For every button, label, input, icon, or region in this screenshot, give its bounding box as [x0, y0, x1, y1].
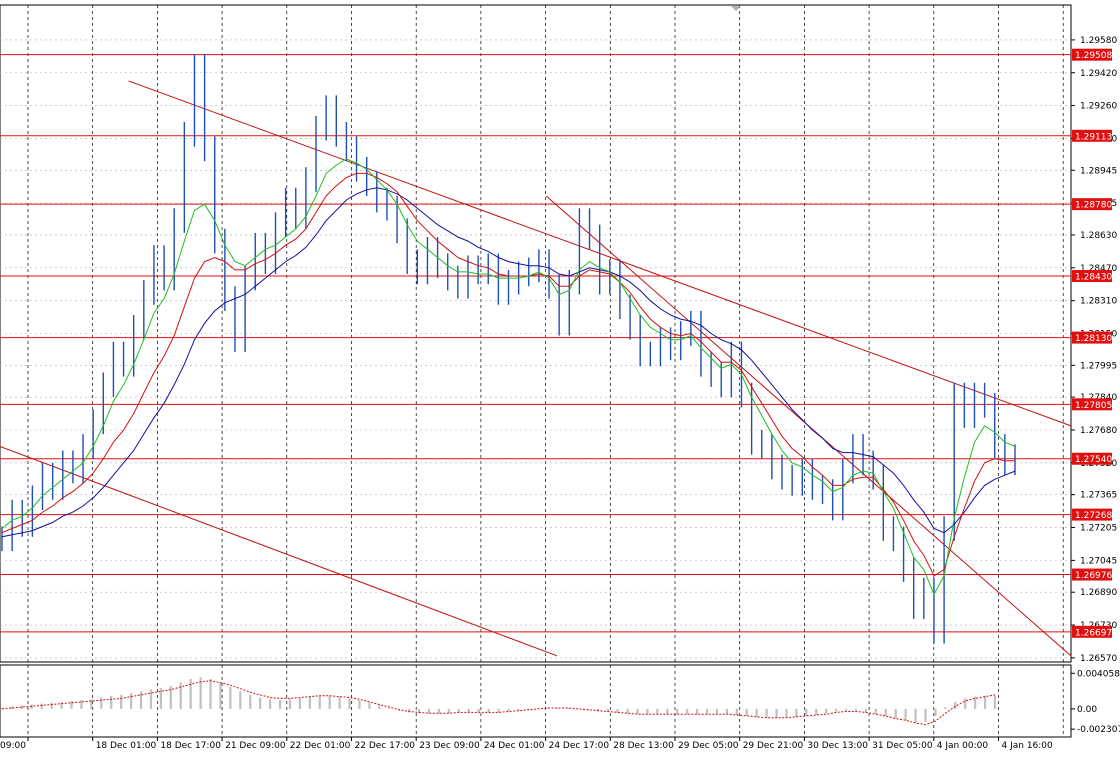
- price-tick-label: 1.29260: [1080, 102, 1117, 112]
- ma-fast-line: [1, 158, 1016, 596]
- level-label-box: [1072, 331, 1112, 344]
- oscillator-panel: [0, 664, 1072, 738]
- level-label-box: [1072, 568, 1112, 581]
- level-label: 1.28430: [1075, 273, 1112, 283]
- level-label: 1.28780: [1075, 201, 1112, 211]
- level-label: 1.28130: [1075, 334, 1112, 344]
- time-axis: 09:00 18 Dec 01:00 18 Dec 17:00 21 Dec 09:0…: [0, 737, 1053, 751]
- price-tick-label: 1.27045: [1080, 556, 1117, 566]
- price-tick-label: 1.27365: [1080, 491, 1117, 501]
- time-label: 24 Dec 17:00: [549, 741, 610, 751]
- grid: [0, 5, 1071, 737]
- osc-tick-label: 0.00: [1077, 705, 1097, 715]
- level-label: 1.29113: [1075, 132, 1112, 142]
- ma-slow-line: [1, 187, 1016, 538]
- level-label-box: [1072, 129, 1112, 142]
- trendline: [0, 445, 558, 657]
- level-label: 1.27540: [1075, 455, 1112, 465]
- time-label: 23 Dec 09:00: [419, 741, 480, 751]
- time-label: 18 Dec 17:00: [160, 741, 221, 751]
- level-label: 1.27268: [1075, 511, 1112, 521]
- price-tick-label: 1.28945: [1080, 166, 1117, 176]
- time-label: 29 Dec 21:00: [743, 741, 804, 751]
- support-resistance-levels: [0, 54, 1071, 633]
- price-tick-label: 1.27205: [1080, 524, 1117, 534]
- time-label: 28 Dec 13:00: [613, 741, 674, 751]
- time-label: 21 Dec 09:00: [225, 741, 286, 751]
- time-label: 09:00: [0, 741, 26, 751]
- level-label-box: [1072, 270, 1112, 283]
- time-label: 22 Dec 17:00: [355, 741, 416, 751]
- price-tick-label: 1.27995: [1080, 361, 1117, 371]
- price-tick-label: 1.28470: [1080, 264, 1117, 274]
- osc-tick-label: 0.004058: [1077, 669, 1120, 679]
- level-label-box: [1072, 198, 1112, 211]
- level-label: 1.27805: [1075, 401, 1112, 411]
- time-label: 22 Dec 01:00: [290, 741, 351, 751]
- level-label-box: [1072, 508, 1112, 521]
- level-label-box: [1072, 48, 1112, 61]
- level-label: 1.26976: [1075, 571, 1112, 581]
- time-label: 4 Jan 16:00: [1002, 741, 1054, 751]
- level-label-box: [1072, 398, 1112, 411]
- price-tick-label: 1.27840: [1080, 393, 1117, 403]
- time-label: 24 Dec 01:00: [484, 741, 545, 751]
- osc-tick-label: -0.002307: [1077, 725, 1120, 735]
- level-labels: 1.29508 1.29113 1.28780 1.28430 1.28130 1.278…: [1072, 48, 1112, 638]
- time-label: 18 Dec 01:00: [96, 741, 157, 751]
- level-label-box: [1072, 452, 1112, 465]
- level-label: 1.29508: [1075, 51, 1112, 61]
- time-label: 4 Jan 00:00: [937, 741, 989, 751]
- price-tick-label: 1.27680: [1080, 426, 1117, 436]
- price-tick-label: 1.29580: [1080, 36, 1117, 46]
- level-label: 1.26697: [1075, 628, 1112, 638]
- price-tick-label: 1.28310: [1080, 297, 1117, 307]
- time-label: 31 Dec 05:00: [872, 741, 933, 751]
- price-tick-label: 1.26890: [1080, 588, 1117, 598]
- price-tick-label: 1.29420: [1080, 69, 1117, 79]
- time-label: 30 Dec 13:00: [807, 741, 868, 751]
- oscillator: 0.004058 0.00 -0.002307: [0, 669, 1120, 735]
- chart-shift-marker: [731, 6, 741, 11]
- price-tick-label: 1.28630: [1080, 231, 1117, 241]
- price-tick-label: 1.26570: [1080, 654, 1117, 664]
- level-label-box: [1072, 625, 1112, 638]
- time-label: 29 Dec 05:00: [678, 741, 739, 751]
